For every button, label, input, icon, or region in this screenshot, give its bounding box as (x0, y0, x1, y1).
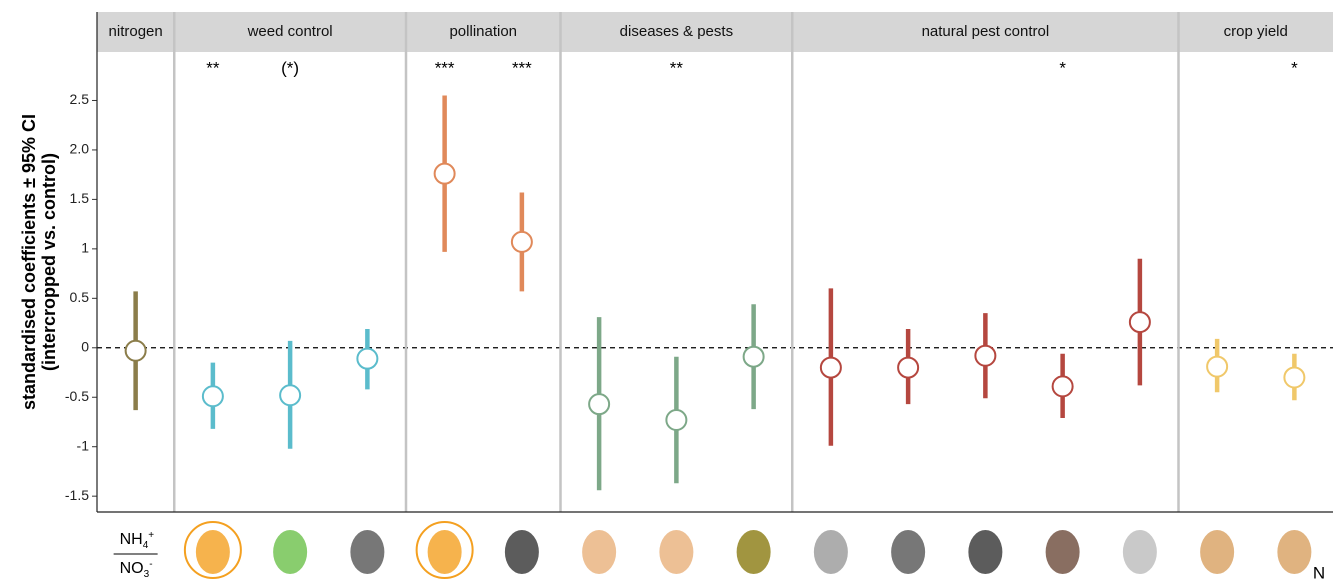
icon (273, 530, 307, 574)
point-estimate (126, 341, 146, 361)
point-estimate (589, 394, 609, 414)
point-estimate (280, 385, 300, 405)
point-estimate (1284, 367, 1304, 387)
icon-text: + (148, 530, 154, 541)
y-tick-label: 2.0 (70, 141, 90, 157)
y-tick-label: 1 (81, 240, 89, 256)
icon-text: 3 (144, 569, 150, 580)
y-tick-label: 0.5 (70, 289, 90, 305)
significance-label: (*) (281, 58, 299, 77)
icon (1277, 530, 1311, 574)
icon (891, 530, 925, 574)
point-estimate (1130, 312, 1150, 332)
icon-note: N (1313, 563, 1325, 582)
point-estimate (666, 410, 686, 430)
icon (737, 530, 771, 574)
y-tick-label: -1 (77, 437, 90, 453)
icon (1046, 530, 1080, 574)
point-estimate (203, 386, 223, 406)
significance-label: * (1059, 58, 1066, 77)
icon (659, 530, 693, 574)
icon (350, 530, 384, 574)
significance-label: ** (670, 58, 684, 77)
icon-fraction-numerator: NH4+ (120, 530, 155, 551)
point-estimate (1207, 357, 1227, 377)
strip-label: natural pest control (922, 23, 1050, 40)
chart: -1.5 -1 -0.5 0 0.5 1 1.5 2.0 2.5 standardised coe… (0, 0, 1333, 585)
strip-label: nitrogen (109, 23, 163, 40)
icon-text: NO (120, 560, 144, 577)
y-axis-label: standardised coefficients ± 95% CI (19, 114, 39, 410)
strip-label: pollination (449, 23, 517, 40)
point-estimate (821, 358, 841, 378)
y-tick-label: 1.5 (70, 190, 90, 206)
y-tick-label: -1.5 (65, 487, 89, 503)
significance-label: ** (206, 58, 220, 77)
strip-label: weed control (247, 23, 333, 40)
icon (814, 530, 848, 574)
significance-label: *** (435, 58, 455, 77)
significance-label: * (1291, 58, 1298, 77)
icon (1123, 530, 1157, 574)
point-estimate (357, 349, 377, 369)
point-estimate (744, 347, 764, 367)
strip-label: diseases & pests (620, 23, 733, 40)
icon-text: NH (120, 531, 143, 548)
icon (582, 530, 616, 574)
strip-label: crop yield (1224, 23, 1288, 40)
significance-label: *** (512, 58, 532, 77)
point-estimate (1053, 376, 1073, 396)
point-estimate (898, 358, 918, 378)
y-tick-label: 2.5 (70, 91, 90, 107)
y-tick-label: -0.5 (65, 388, 89, 404)
icon (505, 530, 539, 574)
icon (428, 530, 462, 574)
y-axis-label: (intercropped vs. control) (39, 153, 59, 371)
icon (196, 530, 230, 574)
y-tick-label: 0 (81, 338, 89, 354)
icon (968, 530, 1002, 574)
point-estimate (975, 346, 995, 366)
icon-text: - (149, 559, 152, 570)
icon-fraction-denominator: NO3- (120, 559, 153, 580)
icon-text: 4 (143, 540, 149, 551)
point-estimate (512, 232, 532, 252)
icon (1200, 530, 1234, 574)
point-estimate (435, 164, 455, 184)
